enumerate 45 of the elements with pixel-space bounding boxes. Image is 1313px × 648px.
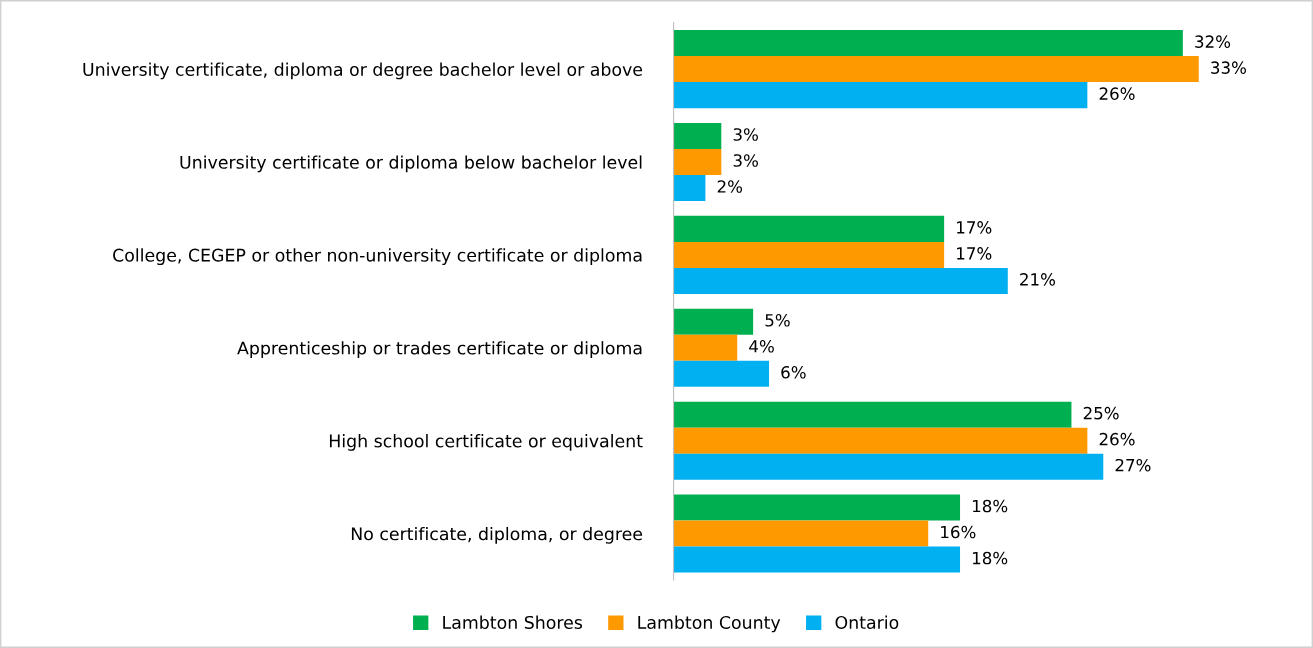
legend-label: Lambton Shores (443, 615, 583, 630)
y-tick-label: High school certificate or equivalent (329, 434, 643, 451)
bar (673, 308, 754, 335)
data-label: 4% (749, 339, 774, 353)
data-label: 2% (717, 180, 743, 193)
data-label: 17% (957, 221, 992, 234)
bar (673, 453, 1104, 480)
data-label: 32% (1195, 35, 1231, 48)
bar (673, 546, 961, 573)
data-label: 3% (733, 154, 758, 167)
data-label: 16% (941, 525, 976, 539)
legend-label: Lambton County (638, 615, 781, 633)
bar (673, 427, 1088, 454)
bar (673, 122, 722, 149)
bar (673, 360, 770, 387)
bar (673, 401, 1072, 428)
bar (673, 215, 945, 242)
data-label: 27% (1115, 458, 1151, 472)
bar (673, 175, 706, 202)
y-tick-label: No certificate, diploma, or degree (351, 526, 643, 544)
y-tick-label: Apprenticeship or trades certificate or diploma (237, 341, 642, 358)
bar (673, 149, 722, 175)
data-label: 33% (1211, 61, 1246, 74)
data-label: 21% (1020, 273, 1056, 286)
bar (673, 241, 945, 268)
data-label: 26% (1099, 87, 1135, 100)
legend-label: Ontario (835, 615, 899, 630)
bar (673, 30, 1183, 57)
y-tick-label: College, CEGEP or other non-university certificate or diploma (113, 248, 642, 266)
bar (673, 267, 1008, 294)
data-label: 6% (781, 366, 806, 379)
bar (673, 82, 1088, 109)
data-label: 18% (972, 551, 1008, 565)
y-tick-label: University certificate, diploma or degree bachelor level or above (83, 62, 643, 80)
data-label: 18% (972, 499, 1008, 513)
data-label: 26% (1099, 432, 1135, 446)
data-label: 17% (957, 247, 992, 260)
bar (673, 56, 1199, 83)
y-tick-label: University certificate or diploma below bachelor level (180, 155, 642, 173)
data-label: 25% (1083, 406, 1119, 420)
data-label: 5% (765, 313, 790, 327)
bar (673, 334, 738, 361)
bar (673, 494, 961, 521)
bar (673, 520, 929, 547)
data-label: 3% (733, 128, 758, 141)
